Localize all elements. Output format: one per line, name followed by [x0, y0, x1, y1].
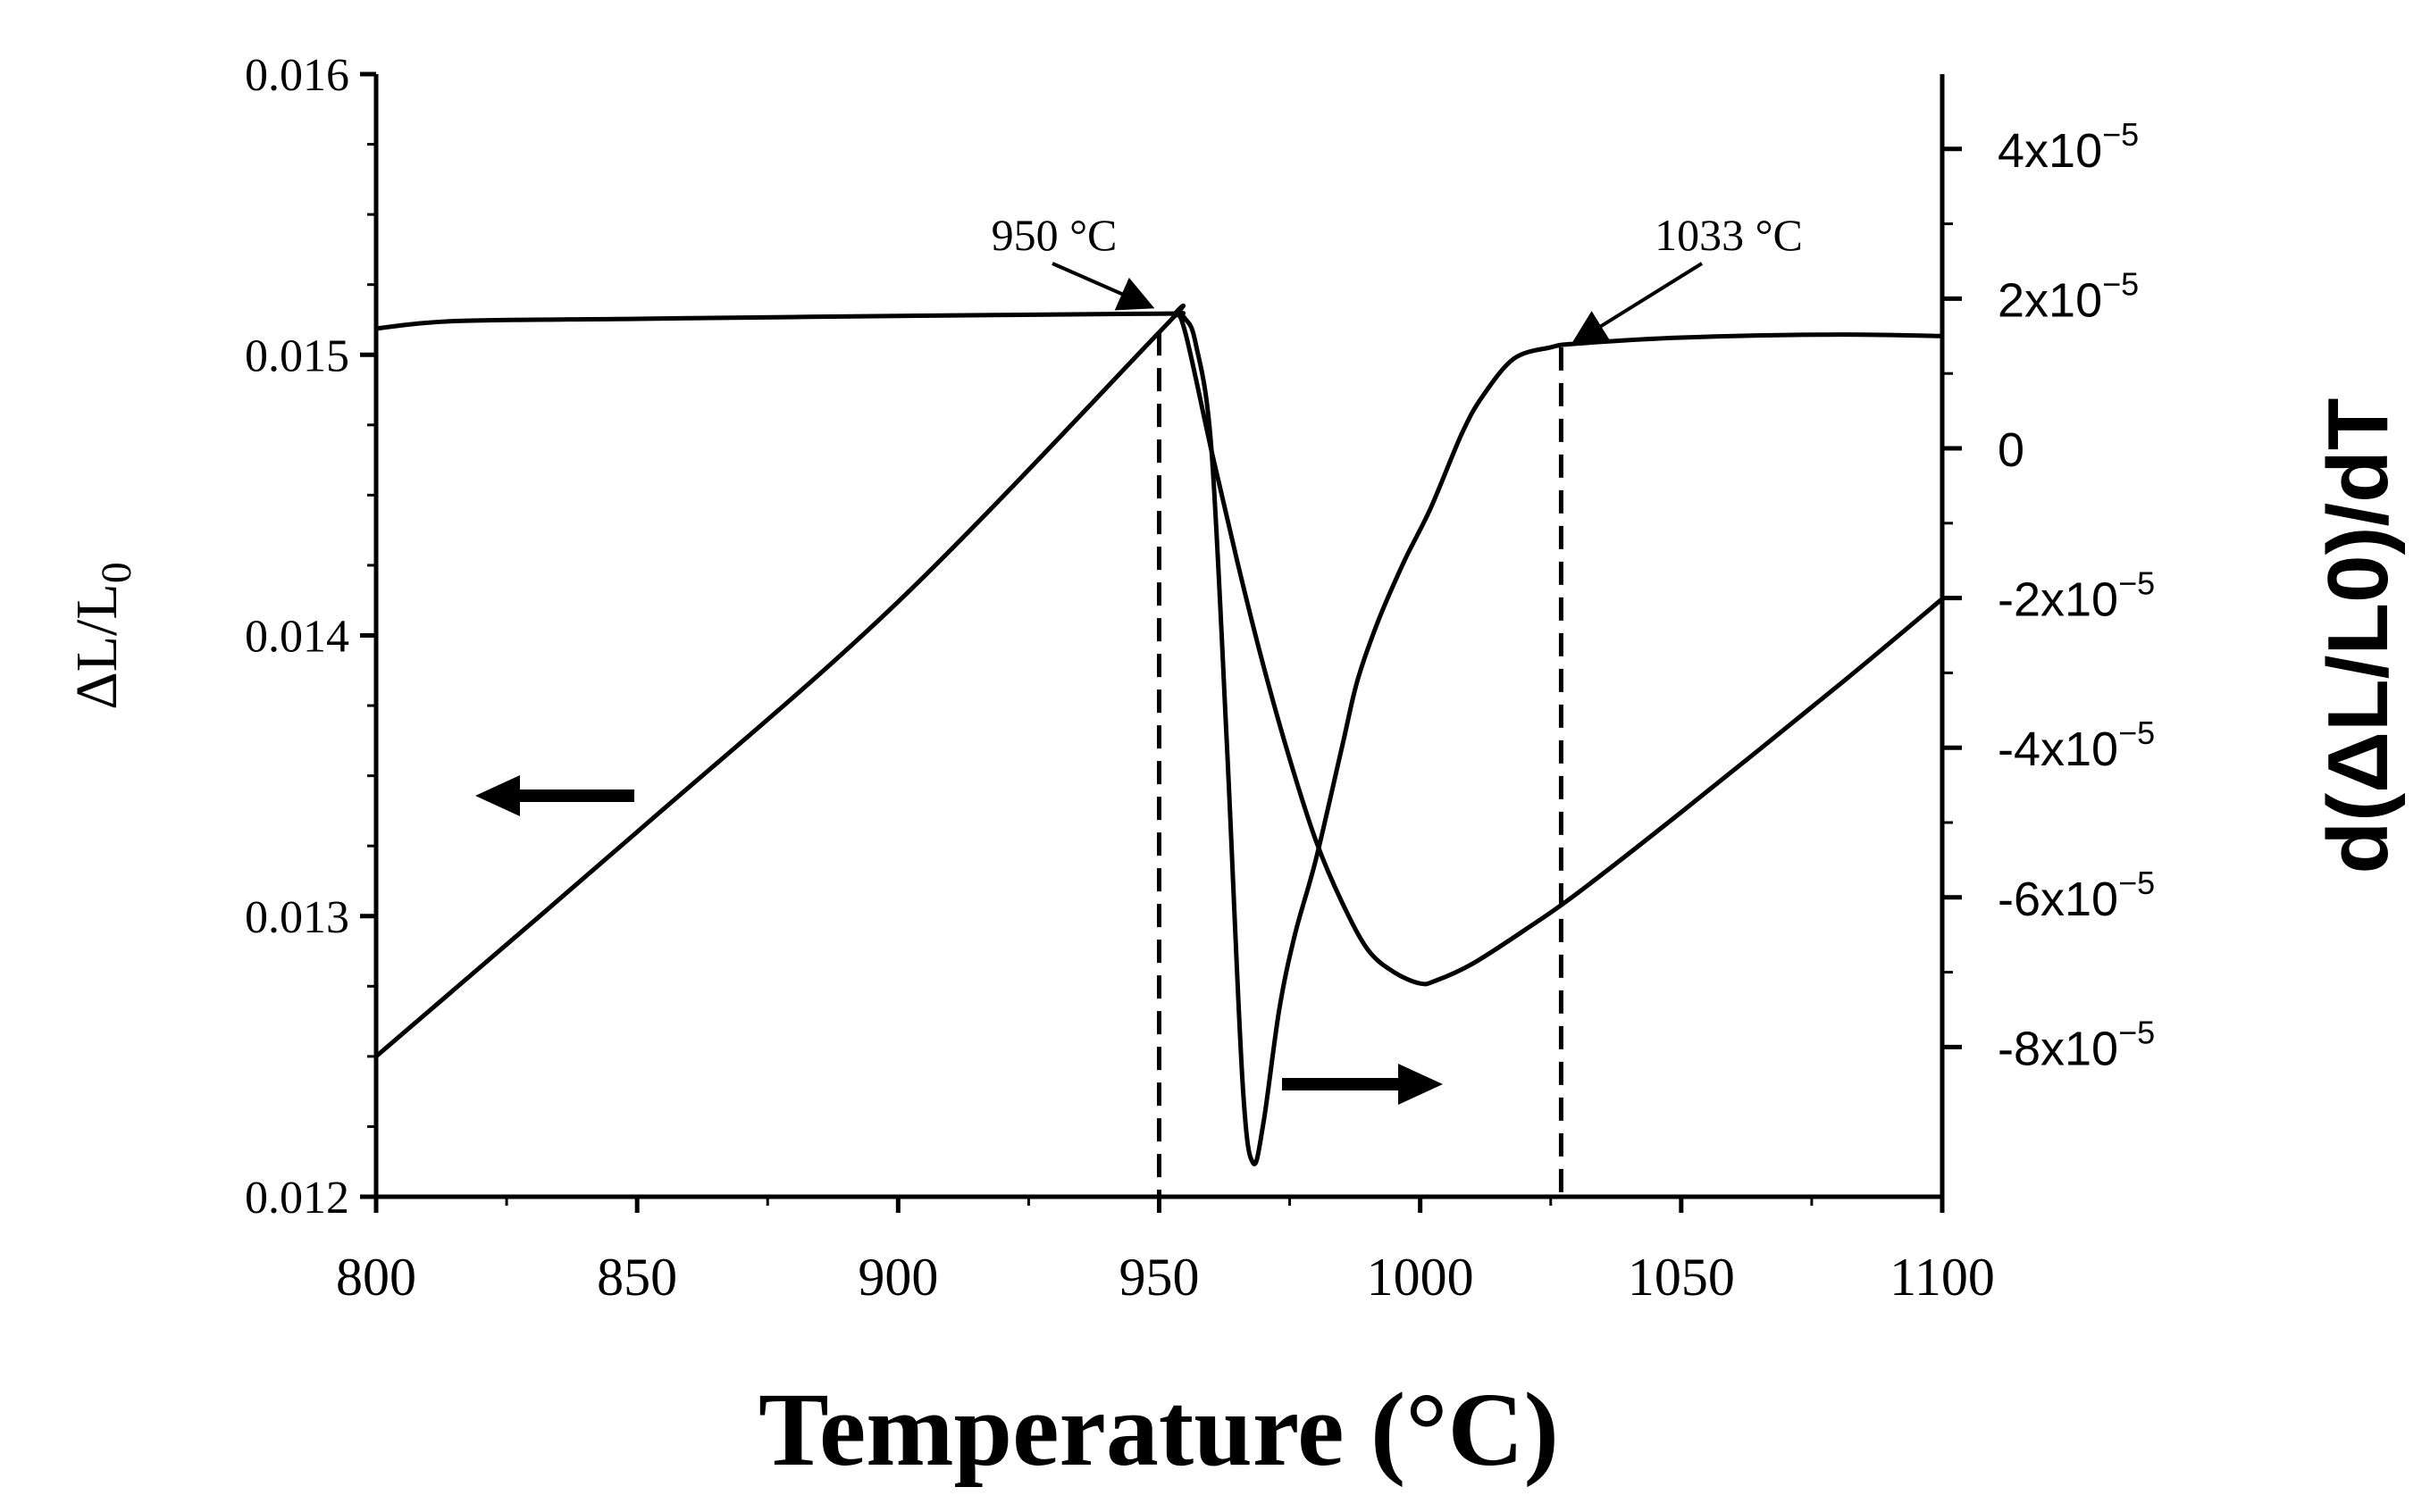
left-axis-tick-labels: 0.012 0.013 0.014 0.015 0.016	[245, 50, 349, 1224]
right-axis-arrow	[1282, 1064, 1443, 1105]
left-axis-arrow	[475, 775, 634, 816]
annotation-950-arrow	[1052, 262, 1155, 311]
right-axis-tick-labels: 4x10−5 2x10−5 0 -2x10−5 -4x10−5 -6x10−5 -8x10−…	[1998, 116, 2155, 1076]
right-tick-label: -2x10−5	[1998, 565, 2155, 627]
left-axis-title: ΔL/L0	[64, 562, 140, 709]
right-tick-label: 4x10−5	[1998, 116, 2139, 178]
annotations: 950 °C 1033 °C	[992, 210, 1803, 346]
right-axis-ticks	[1942, 146, 1962, 1049]
series-lines	[373, 303, 1945, 1167]
x-tick-label: 950	[1119, 1248, 1200, 1307]
left-tick-label: 0.016	[245, 50, 349, 101]
x-tick-label: 1000	[1367, 1248, 1474, 1307]
annotation-1033: 1033 °C	[1655, 210, 1803, 260]
axis-indicator-arrows	[475, 775, 1443, 1105]
vertical-markers	[1157, 332, 1563, 1197]
left-tick-label: 0.012	[245, 1173, 349, 1224]
right-tick-label: -6x10−5	[1998, 865, 2155, 926]
x-tick-label: 1050	[1628, 1248, 1735, 1307]
left-tick-label: 0.013	[245, 892, 349, 943]
right-tick-label: -8x10−5	[1998, 1014, 2155, 1075]
x-tick-label: 850	[597, 1248, 677, 1307]
series-dilatation-line	[373, 303, 1945, 1059]
left-axis-ticks	[360, 71, 376, 1199]
right-axis-title: d(ΔL/L0)/dT	[2310, 398, 2406, 874]
x-tick-label: 800	[336, 1248, 416, 1307]
x-axis-title: Temperature (°C)	[758, 1371, 1559, 1488]
series-derivative-line	[373, 311, 1945, 1167]
right-tick-label: 2x10−5	[1998, 265, 2139, 327]
right-tick-label: 0	[1998, 423, 2024, 477]
right-tick-label: -4x10−5	[1998, 714, 2155, 776]
x-tick-label: 900	[858, 1248, 938, 1307]
x-tick-label: 1100	[1890, 1248, 1995, 1307]
x-axis-ticks	[373, 1197, 1945, 1213]
x-axis-tick-labels: 800 850 900 950 1000 1050 1100	[336, 1248, 1995, 1307]
left-tick-label: 0.015	[245, 330, 349, 381]
left-tick-label: 0.014	[245, 612, 349, 663]
annotation-950: 950 °C	[992, 210, 1118, 260]
annotation-1033-arrow	[1571, 262, 1704, 346]
